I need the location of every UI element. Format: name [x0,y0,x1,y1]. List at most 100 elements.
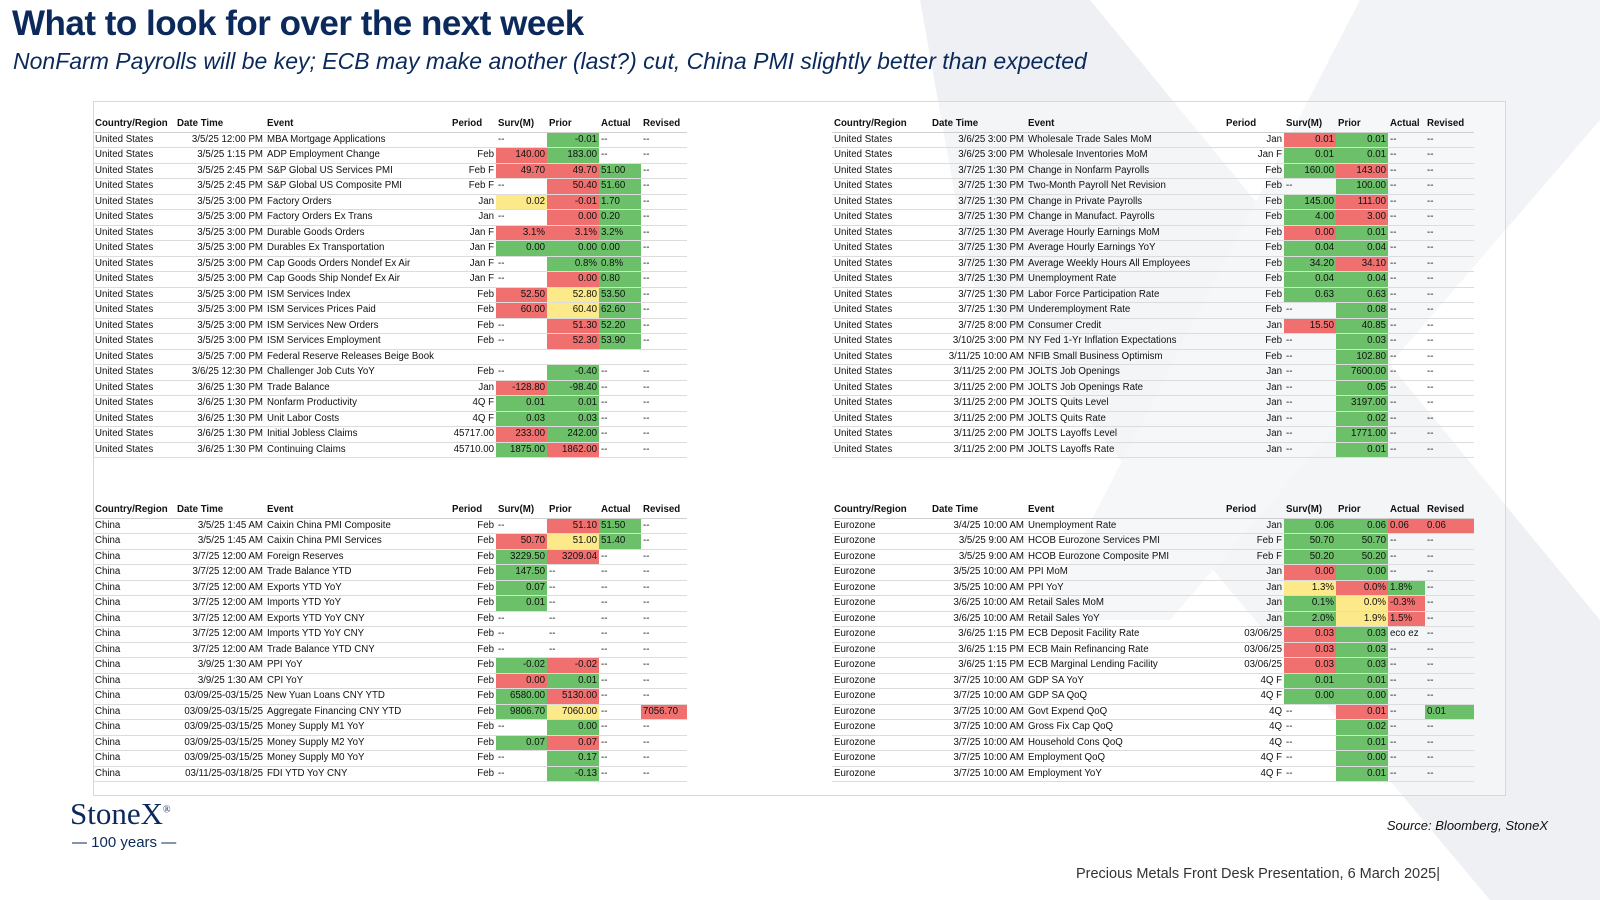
table-row: United States 3/5/25 3:00 PM ISM Services … [93,318,687,334]
table-cell: -- [1425,426,1474,443]
table-cell: Trade Balance YTD [265,564,450,581]
table-cell: Feb [1224,194,1284,210]
table-cell: Wholesale Inventories MoM [1026,147,1224,164]
table-cell: -- [1284,735,1336,751]
table-cell: Feb [450,533,496,550]
table-cell: United States [832,442,930,458]
table-cell: -- [1388,240,1425,257]
table-row: China 03/09/25-03/15/25 Money Supply M1 Yo… [93,719,687,736]
table-cell: United States [832,380,930,396]
table-cell: China [93,766,175,782]
table-cell: 50.40 [547,178,599,195]
table-cell: 3209.04 [547,549,599,565]
table-cell: 4Q [1224,704,1284,720]
column-header: Event [265,503,450,519]
table-cell: -- [599,564,641,581]
table-cell: 0.01 [1336,225,1388,241]
table-cell: Eurozone [832,518,930,534]
table-row: United States 3/5/25 3:00 PM ISM Services … [93,302,687,319]
table-cell: 0.00 [1284,564,1336,581]
table-row: United States 3/11/25 2:00 PM JOLTS Quits … [832,395,1474,412]
table-cell: Eurozone [832,657,930,674]
table-cell: 49.70 [547,163,599,179]
table-cell: -- [641,642,687,658]
table-cell: 3/7/25 10:00 AM [930,673,1026,689]
column-header: Event [1026,503,1224,519]
table-cell: 140.00 [496,147,547,164]
table-cell: -- [1388,688,1425,705]
table-cell: -- [496,518,547,534]
table-cell: United States [832,426,930,443]
table-cell: -- [1388,163,1425,179]
table-cell: Feb [1224,349,1284,365]
table-cell: 0.01 [1336,673,1388,689]
table-cell: 0.07 [547,735,599,751]
table-cell: 0.20 [599,209,641,226]
table-cell: -- [1425,178,1474,195]
table-cell: -- [1425,194,1474,210]
table-cell: United States [93,209,175,226]
table-cell [641,349,687,365]
table-row: China 03/09/25-03/15/25 New Yuan Loans CNY… [93,688,687,705]
table-cell: Jan [1224,518,1284,534]
table-cell: 4.00 [1284,209,1336,226]
table-cell: 0.00 [1336,564,1388,581]
table-cell: Unemployment Rate [1026,271,1224,288]
table-cell: 0.8% [599,256,641,272]
table-cell: 3.2% [599,225,641,241]
table-cell: -- [547,564,599,581]
table-cell: 49.70 [496,163,547,179]
table-cell: HCOB Eurozone Composite PMI [1026,549,1224,565]
table-cell: Feb [450,673,496,689]
table-cell: 0.00 [1336,750,1388,767]
table-cell: -- [1388,395,1425,412]
table-row: United States 3/7/25 1:30 PM Two-Month Pay… [832,178,1474,195]
table-cell: 34.10 [1336,256,1388,272]
table-cell: Jan [1224,595,1284,612]
table-cell: -- [1388,380,1425,396]
table-cell: -- [1425,750,1474,767]
table-cell: 3/9/25 1:30 AM [175,673,265,689]
table-cell: 0.01 [1336,442,1388,458]
table-cell: 0.04 [1336,240,1388,257]
table-cell: -- [1425,580,1474,596]
table-cell: NY Fed 1-Yr Inflation Expectations [1026,333,1224,350]
table-cell: -0.13 [547,766,599,782]
table-cell: 3/5/25 1:15 PM [175,147,265,164]
table-cell: United States [832,209,930,226]
table-cell: JOLTS Job Openings [1026,364,1224,381]
table-cell: Continuing Claims [265,442,450,458]
table-cell: 0.01 [1336,766,1388,782]
stonex-logo-text: StoneX [70,796,163,831]
table-cell: Caixin China PMI Services [265,533,450,550]
table-cell: 3/5/25 3:00 PM [175,287,265,303]
table-cell: -- [1425,735,1474,751]
table-cell: China [93,564,175,581]
table-cell: -0.01 [547,132,599,148]
table-cell: China [93,719,175,736]
table-cell: Feb [1224,333,1284,350]
table-cell: United States [93,163,175,179]
table-cell: -- [1388,318,1425,334]
table-cell: Aggregate Financing CNY YTD [265,704,450,720]
table-row: United States 3/7/25 1:30 PM Average Weekl… [832,256,1474,272]
table-cell: -- [496,611,547,627]
table-cell: China [93,704,175,720]
table-cell: 0.03 [1336,333,1388,350]
table-cell: -- [641,194,687,210]
table-cell: 0.00 [547,209,599,226]
table-row: United States 3/5/25 2:45 PM S&P Global US… [93,178,687,195]
table-cell: -- [1425,163,1474,179]
table-cell: China [93,580,175,596]
table-row: United States 3/5/25 2:45 PM S&P Global US… [93,163,687,179]
table-cell: -- [1388,766,1425,782]
header-row: Country/Region Date Time Event Period Surv(M… [93,117,687,133]
table-cell: -- [1388,256,1425,272]
table-cell: -- [641,735,687,751]
table-cell: 7056.70 [641,704,687,720]
table-cell: Federal Reserve Releases Beige Book [265,349,450,365]
table-cell: ISM Services Employment [265,333,450,350]
table-cell: -- [1425,595,1474,612]
column-header: Date Time [175,117,265,133]
source-note: Source: Bloomberg, StoneX [1386,818,1548,833]
